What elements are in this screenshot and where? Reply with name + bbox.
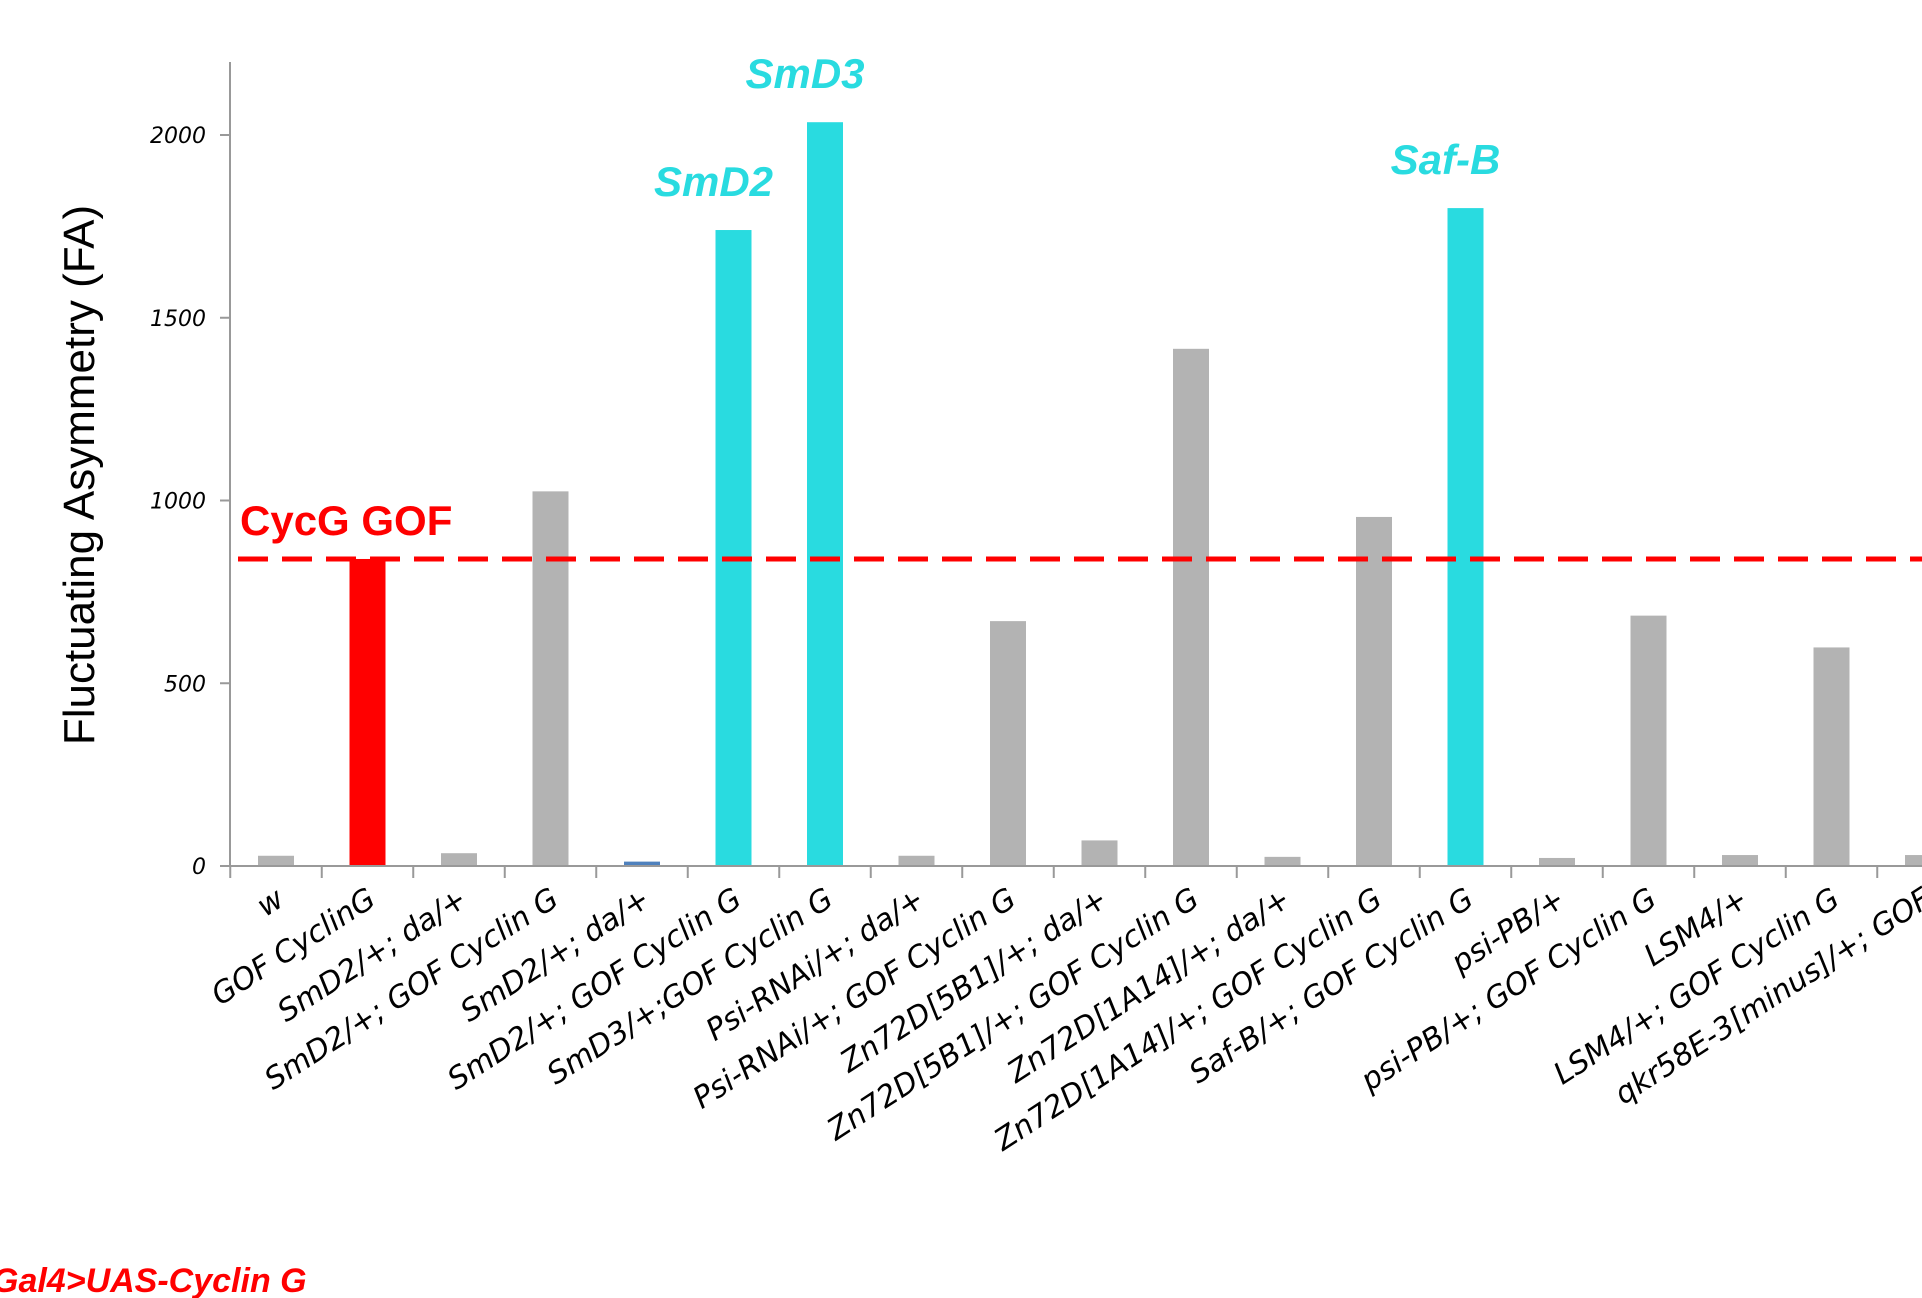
x-axis-ticks	[229, 866, 1879, 878]
bar	[898, 855, 935, 866]
y-axis-ticks: 0 500 1000 1500 2000	[150, 124, 230, 880]
bar	[1539, 857, 1575, 866]
bar	[1356, 516, 1392, 866]
y-tick-label: 0	[192, 855, 206, 880]
bar	[1905, 855, 1922, 866]
y-tick-label: 500	[164, 672, 206, 697]
footnote-label: Gal4>UAS-Cyclin G	[0, 1262, 307, 1298]
y-tick-label: 2000	[150, 124, 206, 149]
x-category-label: w	[251, 881, 291, 924]
bar	[532, 491, 569, 866]
bar	[624, 861, 660, 866]
bars-group	[258, 122, 1922, 867]
bar	[1081, 840, 1118, 866]
bar	[715, 230, 752, 866]
bar-annotation-label: SmD3	[745, 50, 864, 97]
bar	[1630, 615, 1667, 866]
bar	[1264, 856, 1301, 866]
bar	[990, 621, 1026, 866]
bar	[349, 558, 386, 866]
bar	[441, 853, 477, 866]
bar	[1813, 647, 1850, 866]
bar	[807, 122, 843, 866]
y-tick-label: 1000	[150, 490, 206, 515]
bar	[1173, 348, 1209, 866]
bar	[1722, 855, 1758, 866]
y-tick-label: 1500	[150, 307, 206, 332]
reference-line-label: CycG GOF	[240, 497, 452, 544]
bar	[258, 855, 294, 866]
bar-annotation-label: Saf-B	[1391, 136, 1501, 183]
bar-annotation-label: SmD2	[654, 158, 773, 205]
bar-annotations: SmD2 SmD3 Saf-B	[654, 50, 1500, 205]
bar	[1447, 208, 1484, 867]
y-axis-title: Fluctuating Asymmetry (FA)	[55, 205, 104, 745]
